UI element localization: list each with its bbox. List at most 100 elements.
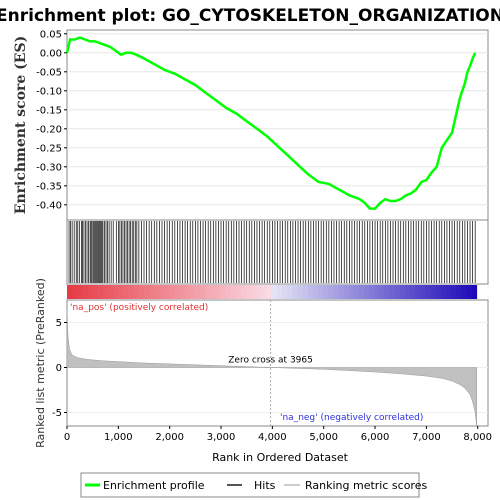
colorbar-segment bbox=[195, 285, 201, 299]
colorbar-segment bbox=[312, 285, 319, 299]
colorbar-segment bbox=[118, 285, 124, 299]
colorbar-segment bbox=[102, 285, 109, 299]
colorbar-segment bbox=[241, 285, 247, 299]
colorbar-segment bbox=[461, 285, 467, 299]
neg-corr-label: 'na_neg' (negatively correlated) bbox=[280, 413, 423, 423]
colorbar-segment bbox=[97, 285, 104, 299]
colorbar-segment bbox=[399, 285, 406, 299]
es-tick-label: -0.40 bbox=[36, 200, 62, 211]
colorbar-segment bbox=[276, 285, 283, 299]
es-ylabel: Enrichment score (ES) bbox=[13, 36, 29, 214]
colorbar-segment bbox=[246, 285, 252, 299]
colorbar-segment bbox=[236, 285, 242, 299]
colorbar-segment bbox=[123, 285, 129, 299]
hits-lines bbox=[68, 221, 476, 283]
colorbar-segment bbox=[128, 285, 134, 299]
colorbar-segment bbox=[220, 285, 227, 299]
colorbar-segment bbox=[261, 285, 268, 299]
es-tick-label: -0.05 bbox=[36, 67, 62, 78]
colorbar-segment bbox=[138, 285, 145, 299]
rank-tick-label: 0 bbox=[56, 363, 62, 374]
colorbar-segment bbox=[67, 285, 73, 299]
rank-y-ticks: 5 0 -5 bbox=[52, 318, 67, 419]
colorbar-segment bbox=[343, 285, 350, 299]
colorbar-segment bbox=[425, 285, 432, 299]
x-tick-label: 2,000 bbox=[155, 432, 184, 443]
colorbar-segment bbox=[369, 285, 375, 299]
colorbar-segment bbox=[210, 285, 216, 299]
colorbar-segment bbox=[297, 285, 303, 299]
es-tick-label: -0.10 bbox=[36, 86, 62, 97]
colorbar-segment bbox=[410, 285, 416, 299]
zero-cross-label: Zero cross at 3965 bbox=[228, 356, 313, 366]
colorbar-segment bbox=[292, 285, 298, 299]
colorbar-segment bbox=[317, 285, 324, 299]
rank-xlabel: Rank in Ordered Dataset bbox=[212, 451, 349, 464]
colorbar-segment bbox=[379, 285, 385, 299]
colorbar-segment bbox=[384, 285, 391, 299]
colorbar-segment bbox=[430, 285, 437, 299]
es-tick-label: -0.30 bbox=[36, 162, 62, 173]
colorbar-segment bbox=[205, 285, 211, 299]
rank-x-ticks: 0 1,000 2,000 3,000 4,000 5,000 6,000 7,000 8,00… bbox=[64, 426, 492, 443]
rank-panel: Zero cross at 3965 'na_pos' (positively … bbox=[34, 278, 492, 464]
es-grid bbox=[67, 33, 488, 206]
colorbar-segment bbox=[471, 285, 478, 299]
colorbar-segment bbox=[333, 285, 339, 299]
legend-frame bbox=[80, 472, 420, 498]
colorbar-segment bbox=[251, 285, 257, 299]
colorbar-segment bbox=[287, 285, 293, 299]
x-tick-label: 6,000 bbox=[361, 432, 390, 443]
plot-title: Enrichment plot: GO_CYTOSKELETON_ORGANIZ… bbox=[0, 6, 500, 26]
colorbar-segment bbox=[143, 285, 150, 299]
colorbar-segment bbox=[435, 285, 442, 299]
colorbar-segment bbox=[389, 285, 396, 299]
colorbar-segment bbox=[174, 285, 181, 299]
colorbar-segment bbox=[92, 285, 99, 299]
colorbar-segment bbox=[271, 285, 278, 299]
pos-corr-label: 'na_pos' (positively correlated) bbox=[70, 303, 208, 313]
colorbar-segment bbox=[82, 285, 88, 299]
colorbar-segment bbox=[72, 285, 78, 299]
colorbar-segment bbox=[159, 285, 165, 299]
colorbar-segment bbox=[107, 285, 114, 299]
colorbar-segment bbox=[87, 285, 94, 299]
colorbar-segment bbox=[215, 285, 222, 299]
colorbar-segment bbox=[169, 285, 175, 299]
colorbar-segment bbox=[302, 285, 309, 299]
ranking-metric-area bbox=[66, 308, 477, 427]
colorbar-segment bbox=[148, 285, 155, 299]
colorbar-segment bbox=[415, 285, 421, 299]
colorbar-segment bbox=[164, 285, 170, 299]
es-y-ticks: 0.05 0.00 -0.05 -0.10 -0.15 -0.20 -0.25 -0.30 -0… bbox=[36, 29, 67, 211]
colorbar-segment bbox=[256, 285, 263, 299]
colorbar-segment bbox=[394, 285, 401, 299]
colorbar-segment bbox=[179, 285, 186, 299]
colorbar-segment bbox=[189, 285, 196, 299]
rank-colorbar bbox=[67, 285, 478, 299]
colorbar-segment bbox=[184, 285, 191, 299]
colorbar-segment bbox=[328, 285, 334, 299]
colorbar-segment bbox=[282, 285, 288, 299]
legend-label-hits: Hits bbox=[254, 479, 276, 492]
x-tick-label: 4,000 bbox=[258, 432, 287, 443]
colorbar-segment bbox=[225, 285, 232, 299]
colorbar-segment bbox=[353, 285, 360, 299]
colorbar-segment bbox=[133, 285, 140, 299]
es-tick-label: -0.25 bbox=[36, 143, 62, 154]
x-tick-label: 5,000 bbox=[309, 432, 338, 443]
x-tick-label: 3,000 bbox=[207, 432, 236, 443]
es-tick-label: -0.35 bbox=[36, 181, 62, 192]
x-tick-label: 1,000 bbox=[104, 432, 133, 443]
colorbar-segment bbox=[338, 285, 344, 299]
colorbar-segment bbox=[451, 285, 457, 299]
x-tick-label: 0 bbox=[64, 432, 70, 443]
es-panel: 0.05 0.00 -0.05 -0.10 -0.15 -0.20 -0.25 -0.30 -0… bbox=[13, 29, 489, 221]
colorbar-segment bbox=[456, 285, 462, 299]
legend-label-ranking: Ranking metric scores bbox=[305, 479, 427, 492]
colorbar-segment bbox=[420, 285, 426, 299]
colorbar-segment bbox=[348, 285, 355, 299]
colorbar-segment bbox=[374, 285, 380, 299]
es-tick-label: 0.05 bbox=[40, 29, 62, 40]
